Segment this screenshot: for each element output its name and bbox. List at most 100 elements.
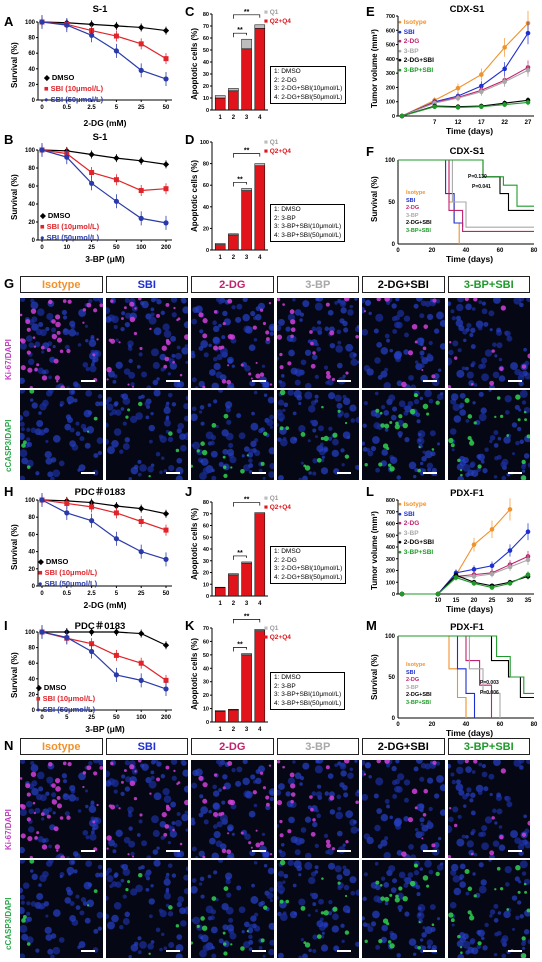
series-line: [41, 21, 167, 32]
p-value-1: P=0.003: [480, 680, 499, 686]
data-point: [64, 510, 70, 516]
bar-q2q4: [254, 513, 266, 597]
scale-bar: [337, 950, 351, 952]
legend-sbi10: SBI (10μmol/L): [42, 694, 96, 703]
x-tick-label: 3: [245, 115, 249, 121]
micrograph: [276, 390, 359, 480]
x-tick-label: 2: [232, 601, 236, 607]
data-point: [163, 686, 169, 692]
micrograph-texture: [191, 760, 274, 858]
legend-sbi10: SBI (10μmol/L): [44, 568, 98, 577]
data-point: [138, 215, 144, 221]
legend-q24: Q2+Q4: [269, 18, 291, 25]
data-point: [471, 542, 477, 547]
micrograph: [276, 760, 359, 858]
scale-bar: [251, 850, 266, 852]
y-tick-label: 20: [28, 82, 35, 88]
y-tick-label: 500: [386, 533, 395, 539]
column-header: 2-DG+SBI: [362, 276, 445, 293]
y-tick-label: 60: [203, 524, 209, 530]
legend-3bp-sbi: 3-BP+SBI: [406, 699, 431, 706]
micrograph: [105, 298, 188, 388]
micrograph: [105, 390, 188, 480]
bar-q1: [228, 88, 239, 92]
micrograph: [447, 760, 530, 858]
series-line: [41, 149, 167, 165]
x-tick-label: 3: [245, 255, 249, 261]
x-tick-label: 0: [396, 248, 400, 254]
micrograph-texture: [105, 298, 188, 388]
micrograph-texture: [276, 860, 359, 958]
data-point: [162, 27, 170, 34]
key-item: 1: DMSO: [274, 206, 301, 213]
bar-q1: [241, 653, 252, 656]
legend-q1: Q1: [269, 9, 279, 16]
x-tick-label: 200: [161, 715, 172, 721]
sig-marker: **: [244, 148, 250, 155]
column-header: SBI: [105, 276, 188, 293]
sig-marker: **: [237, 27, 243, 34]
key-item: 1: DMSO: [274, 548, 301, 555]
y-tick-label: 70: [203, 512, 209, 518]
legend-isotype: Isotype: [403, 19, 427, 26]
y-tick-label: 600: [386, 522, 395, 528]
scale-bar: [251, 380, 266, 382]
x-tick-label: 27: [525, 120, 532, 126]
data-point: [89, 170, 95, 175]
y-tick-label: 0: [32, 238, 36, 244]
panel-b-xlabel: 3-BP (μM): [85, 254, 125, 264]
y-tick-label: 50: [203, 48, 209, 54]
data-point: [502, 66, 507, 72]
panel-a-dose-response: S-1 Survival (%) 2-DG (mM) 0 20 40 60 80 100 0…: [0, 0, 180, 130]
data-point: [89, 32, 95, 38]
legend-q1: Q1: [269, 625, 279, 632]
panel-i-title: PDC＃0183: [74, 621, 126, 632]
legend-q24: Q2+Q4: [269, 148, 291, 155]
y-tick-label: 0: [392, 114, 395, 120]
scale-bar: [166, 380, 180, 382]
x-tick-label: 40: [463, 722, 470, 728]
data-point: [507, 507, 513, 512]
x-tick-label: 1: [219, 115, 223, 121]
x-tick-label: 4: [258, 255, 262, 261]
legend-sbi: SBI: [406, 197, 416, 204]
y-tick-label: 60: [28, 184, 35, 190]
data-point: [138, 677, 144, 683]
scale-bar: [166, 472, 180, 474]
micrograph-texture: [105, 760, 188, 858]
micrograph: [362, 860, 445, 958]
y-tick-label: 0: [392, 242, 396, 248]
legend-3bp: 3-BP: [406, 684, 419, 691]
column-header: 3-BP+SBI: [447, 276, 530, 293]
panel-c-legend: ■ Q1 ■ Q2+Q4: [264, 9, 291, 25]
y-tick-label: 40: [28, 677, 35, 683]
data-point: [89, 648, 95, 655]
legend-sbi10: SBI (10μmol/L): [50, 84, 104, 93]
data-point: [163, 76, 169, 82]
sig-bracket: [233, 32, 247, 38]
bar-q2q4: [241, 48, 252, 111]
micrograph-texture: [447, 860, 530, 958]
bar-q2q4: [254, 28, 266, 111]
x-tick-label: 25: [138, 591, 145, 597]
key-item: 4: 3-BP+SBI(50μmol/L): [274, 699, 342, 707]
sig-marker: **: [244, 9, 250, 16]
panel-label-g: G: [4, 276, 15, 291]
panel-c-key-box: 1: DMSO 2: 2-DG 3: 2-DG+SBI(10μmol/L) 4:…: [270, 66, 347, 104]
series-line: [41, 499, 167, 560]
row-label-ccasp3: cCASP3/DAPI: [4, 897, 13, 950]
data-point: [162, 161, 170, 168]
data-point: [507, 564, 513, 570]
x-tick-label: 0: [40, 245, 44, 251]
legend-q24: Q2+Q4: [269, 504, 291, 511]
legend-3bp-sbi: 3-BP+SBI: [403, 548, 434, 556]
x-tick-label: 2.5: [87, 105, 96, 111]
x-tick-label: 5: [65, 715, 69, 721]
y-tick-label: 100: [385, 634, 396, 640]
data-point: [113, 510, 119, 516]
data-point: [113, 198, 119, 204]
bar-q1: [214, 95, 226, 99]
bar-q2q4: [228, 709, 239, 723]
panel-a-title: S-1: [92, 4, 108, 15]
column-header: 3-BP+SBI: [447, 738, 530, 755]
